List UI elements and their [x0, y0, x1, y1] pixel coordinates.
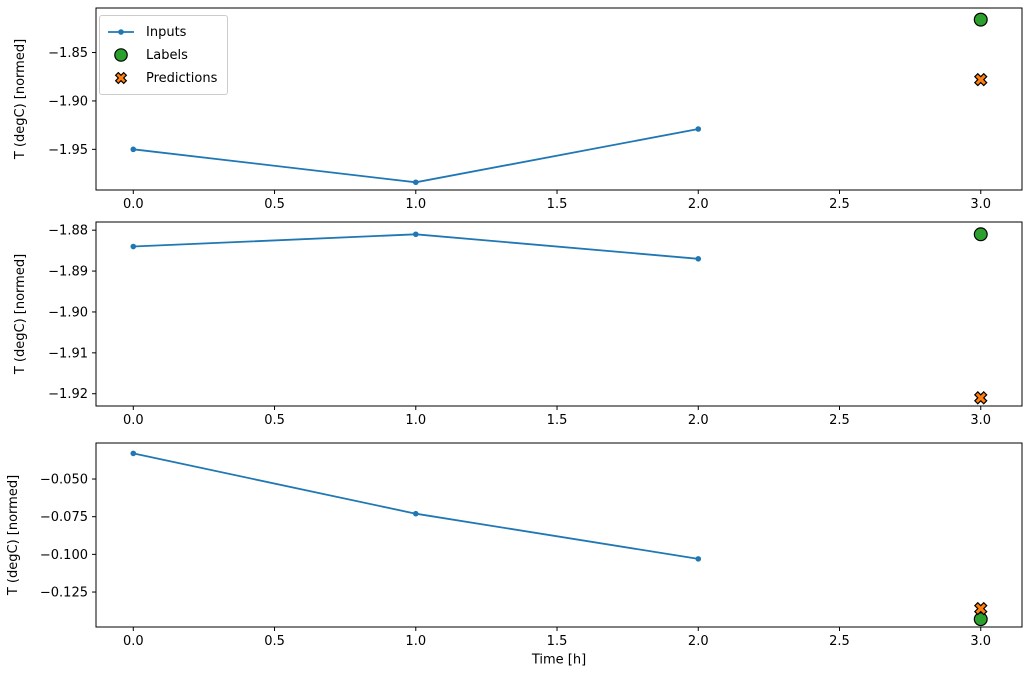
labels-circle-marker	[973, 612, 988, 627]
inputs-line	[133, 452, 699, 560]
legend-predictions-x	[114, 71, 128, 85]
x-tick-label: 1.5	[547, 634, 568, 649]
y-tick-label: −1.95	[48, 143, 88, 158]
x-tick-label: 2.5	[829, 197, 850, 212]
series-inputs	[130, 231, 702, 262]
y-tick-label: −1.91	[48, 346, 88, 361]
x-tick-label: 1.0	[405, 197, 426, 212]
legend-label-inputs: Inputs	[146, 24, 187, 40]
y-tick-label: −1.90	[48, 94, 88, 109]
y-tick-label: −0.125	[40, 586, 88, 601]
x-tick-label: 3.0	[970, 634, 991, 649]
labels-circle-marker	[973, 12, 988, 27]
y-tick-label: −0.075	[40, 510, 88, 525]
predictions-x-marker	[973, 72, 988, 87]
labels-marker-icon	[114, 48, 128, 62]
series-predictions	[973, 72, 988, 87]
axes-frame	[95, 221, 1023, 407]
y-axis-ticks: −0.050 −0.075 −0.100 −0.125	[40, 473, 96, 601]
series-predictions	[973, 601, 988, 616]
series-inputs	[130, 126, 702, 186]
legend-item-inputs: Inputs	[106, 21, 217, 43]
inputs-point-marker	[130, 450, 137, 457]
y-axis-label-subplot-3: T (degC) [normed]	[6, 474, 21, 596]
inputs-point-marker	[412, 179, 419, 186]
series-labels	[973, 612, 988, 627]
inputs-point-marker	[130, 146, 137, 153]
y-axis-label-subplot-1: T (degC) [normed]	[13, 38, 28, 160]
x-tick-label: 2.5	[829, 413, 850, 428]
y-tick-label: −1.92	[48, 387, 88, 402]
inputs-line	[133, 233, 699, 260]
inputs-point-marker	[695, 556, 702, 562]
predictions-x-marker	[973, 601, 988, 616]
x-axis-label: Time [h]	[531, 652, 587, 668]
x-tick-label: 2.0	[688, 634, 709, 649]
labels-circle-marker	[973, 227, 988, 242]
x-tick-label: 1.0	[405, 634, 426, 649]
x-tick-label: 2.0	[688, 197, 709, 212]
x-tick-label: 0.0	[123, 413, 144, 428]
x-tick-label: 3.0	[970, 197, 991, 212]
x-tick-label: 0.5	[264, 413, 285, 428]
series-labels	[973, 227, 988, 242]
y-tick-label: −1.89	[48, 265, 88, 280]
y-tick-label: −1.90	[48, 305, 88, 320]
legend-label-predictions: Predictions	[146, 70, 218, 86]
x-tick-label: 1.5	[547, 197, 568, 212]
y-axis-ticks: −1.88 −1.89 −1.90 −1.91 −1.92	[48, 224, 96, 402]
series-predictions	[973, 391, 988, 405]
x-tick-label: 2.5	[829, 634, 850, 649]
axes-frame	[95, 7, 1023, 191]
y-tick-label: −1.85	[48, 46, 88, 61]
inputs-point-marker	[695, 255, 702, 262]
x-tick-label: 0.0	[123, 197, 144, 212]
y-tick-label: −1.88	[48, 224, 88, 239]
predictions-marker-icon	[114, 71, 128, 85]
legend-label-labels: Labels	[146, 47, 188, 63]
series-labels	[973, 12, 988, 27]
inputs-point-marker	[412, 510, 419, 517]
subplot-3: 0.0 0.5 1.0 1.5 2.0 2.5 3.0−0.050−0.075−0.100−…	[40, 442, 1023, 649]
inputs-line-icon	[108, 29, 134, 35]
x-axis-ticks: 0.0 0.5 1.0 1.5 2.0 2.5 3.0	[123, 406, 991, 428]
x-tick-label: 3.0	[970, 413, 991, 428]
legend-item-predictions: Predictions	[106, 67, 217, 89]
subplot-1: 0.0 0.5 1.0 1.5 2.0 2.5 3.0 −1.85 −1.90 −1.95	[48, 7, 1023, 212]
predictions-x-marker	[973, 391, 988, 405]
series-inputs	[130, 450, 702, 562]
x-tick-label: 0.5	[264, 634, 285, 649]
legend: Inputs Labels Predictions	[99, 15, 229, 95]
legend-labels-circle	[114, 48, 128, 62]
axes-frame	[95, 442, 1023, 628]
inputs-point-marker	[130, 243, 137, 250]
legend-item-labels: Labels	[106, 44, 217, 66]
y-axis-label-subplot-2: T (degC) [normed]	[13, 253, 28, 375]
x-tick-label: 0.5	[264, 197, 285, 212]
inputs-point-marker	[412, 231, 419, 238]
inputs-point-marker	[695, 126, 702, 132]
y-tick-label: −0.100	[40, 548, 88, 563]
x-tick-label: 0.0	[123, 634, 144, 649]
x-tick-label: 2.0	[688, 413, 709, 428]
x-axis-ticks: 0.0 0.5 1.0 1.5 2.0 2.5 3.0	[123, 627, 991, 649]
subplot-2: 0.0 0.5 1.0 1.5 2.0 2.5 3.0 −1.88 −1.89 −1.90 −1.9…	[48, 221, 1023, 428]
y-axis-ticks: −1.85 −1.90 −1.95	[48, 46, 96, 158]
x-tick-label: 1.0	[405, 413, 426, 428]
inputs-line	[133, 128, 699, 184]
x-axis-ticks: 0.0 0.5 1.0 1.5 2.0 2.5 3.0	[123, 190, 991, 212]
legend-inputs-dot	[118, 29, 124, 35]
x-tick-label: 1.5	[547, 413, 568, 428]
y-tick-label: −0.050	[40, 473, 88, 488]
